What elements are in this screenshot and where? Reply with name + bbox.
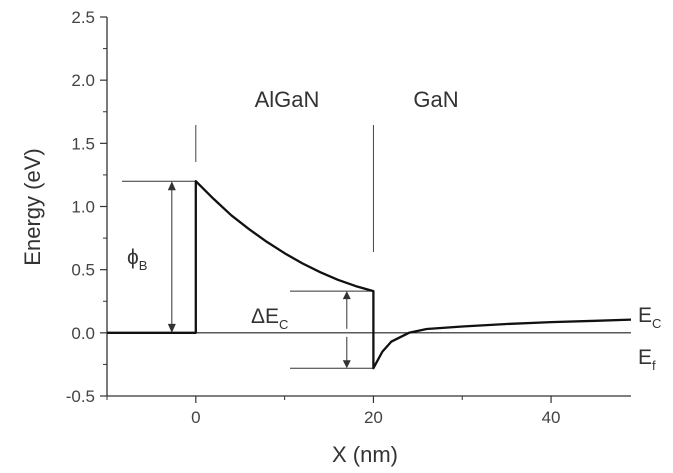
region-label-algan: AlGaN bbox=[255, 87, 320, 112]
y-tick-label: 0.5 bbox=[71, 261, 95, 280]
x-tick-label: 40 bbox=[542, 408, 561, 427]
y-tick-label: 0.0 bbox=[71, 324, 95, 343]
x-axis-title: X (nm) bbox=[332, 442, 398, 467]
x-tick-label: 20 bbox=[364, 408, 383, 427]
axes bbox=[100, 16, 631, 403]
labels-layer: -0.5 0.0 0.5 1.0 1.5 2.0 2.5 0 20 40 bbox=[66, 8, 561, 427]
x-tick-label: 0 bbox=[191, 408, 200, 427]
barrier-arrow-head-bottom bbox=[167, 323, 176, 333]
conduction-band-curve bbox=[107, 180, 632, 370]
series-layer bbox=[107, 180, 632, 370]
y-tick-label: -0.5 bbox=[66, 387, 95, 406]
y-tick-label: 2.5 bbox=[71, 8, 95, 27]
offset-arrow-head-bottom bbox=[342, 360, 351, 369]
conduction-band-label: EC bbox=[638, 304, 661, 331]
barrier-height-label: ϕB bbox=[127, 246, 147, 273]
y-tick-label: 1.5 bbox=[71, 134, 95, 153]
y-axis-title: Energy (eV) bbox=[20, 148, 45, 265]
y-tick-label: 1.0 bbox=[71, 198, 95, 217]
y-tick-label: 2.0 bbox=[71, 71, 95, 90]
region-label-gan: GaN bbox=[413, 87, 458, 112]
offset-arrow-head-top bbox=[342, 291, 351, 300]
fermi-level-label: Ef bbox=[638, 346, 656, 373]
band-offset-label: ΔEC bbox=[251, 305, 288, 332]
barrier-arrow-head-top bbox=[167, 181, 176, 191]
